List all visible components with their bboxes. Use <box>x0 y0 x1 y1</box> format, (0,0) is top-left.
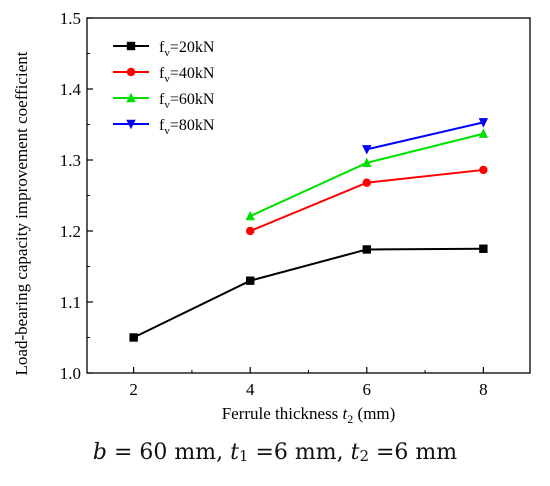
x-tick-label: 2 <box>129 380 138 399</box>
series-line-4 <box>366 121 484 151</box>
data-point-series-4 <box>478 118 489 128</box>
data-point-series-2 <box>362 178 371 187</box>
y-tick-label: 1.3 <box>60 151 81 170</box>
data-point-series-4 <box>362 145 372 155</box>
data-point-series-2 <box>479 165 488 175</box>
caption-b-var: b <box>92 440 107 465</box>
data-point-series-1 <box>129 333 138 342</box>
data-point-series-2 <box>246 226 255 236</box>
y-tick-label: 1.5 <box>60 9 81 28</box>
legend-marker-3 <box>126 92 136 103</box>
legend-marker-1 <box>126 41 136 51</box>
y-tick-label: 1.0 <box>60 364 81 383</box>
caption-t1-var: t <box>230 440 239 465</box>
data-point-series-3 <box>478 128 489 138</box>
y-axis-label: Load-bearing capacity improvement coeffi… <box>12 51 31 375</box>
caption-b-text: = 60 mm, <box>106 440 231 465</box>
y-tick-label: 1.2 <box>60 222 81 241</box>
x-tick-label: 4 <box>246 380 255 399</box>
legend-label-2: fv=40kN <box>159 65 215 85</box>
caption-t1-sub: 1 <box>238 447 249 465</box>
caption-t2-var: t <box>350 440 360 465</box>
x-tick-label: 6 <box>363 380 372 399</box>
data-point-series-1 <box>362 245 371 254</box>
caption-t2-text: =6 mm <box>369 440 458 465</box>
caption-t1-text: =6 mm, <box>248 440 351 465</box>
legend-label-3: fv=60kN <box>159 91 215 111</box>
data-point-series-1 <box>479 244 488 253</box>
data-point-series-3 <box>362 157 372 168</box>
caption-t2-sub: 2 <box>359 447 369 465</box>
x-tick-label: 8 <box>479 380 488 399</box>
x-axis-label: Ferrule thickness t2 (mm) <box>222 404 396 426</box>
legend-marker-4 <box>126 119 136 130</box>
data-point-series-1 <box>246 276 255 285</box>
legend-label-1: fv=20kN <box>159 39 215 59</box>
figure-caption: b = 60 mm, t1 =6 mm, t2 =6 mm <box>0 440 550 465</box>
series-line-1 <box>133 247 484 339</box>
chart: 1.0 1.1 1.2 1.3 1.4 1.5 2 4 6 8 Ferrule thickness … <box>12 9 531 426</box>
y-tick-label: 1.4 <box>60 80 82 99</box>
legend-label-4: fv=80kN <box>159 117 215 137</box>
data-point-series-3 <box>245 210 255 221</box>
legend-marker-2 <box>126 67 136 77</box>
y-tick-label: 1.1 <box>60 293 81 312</box>
plot-frame <box>86 17 531 374</box>
